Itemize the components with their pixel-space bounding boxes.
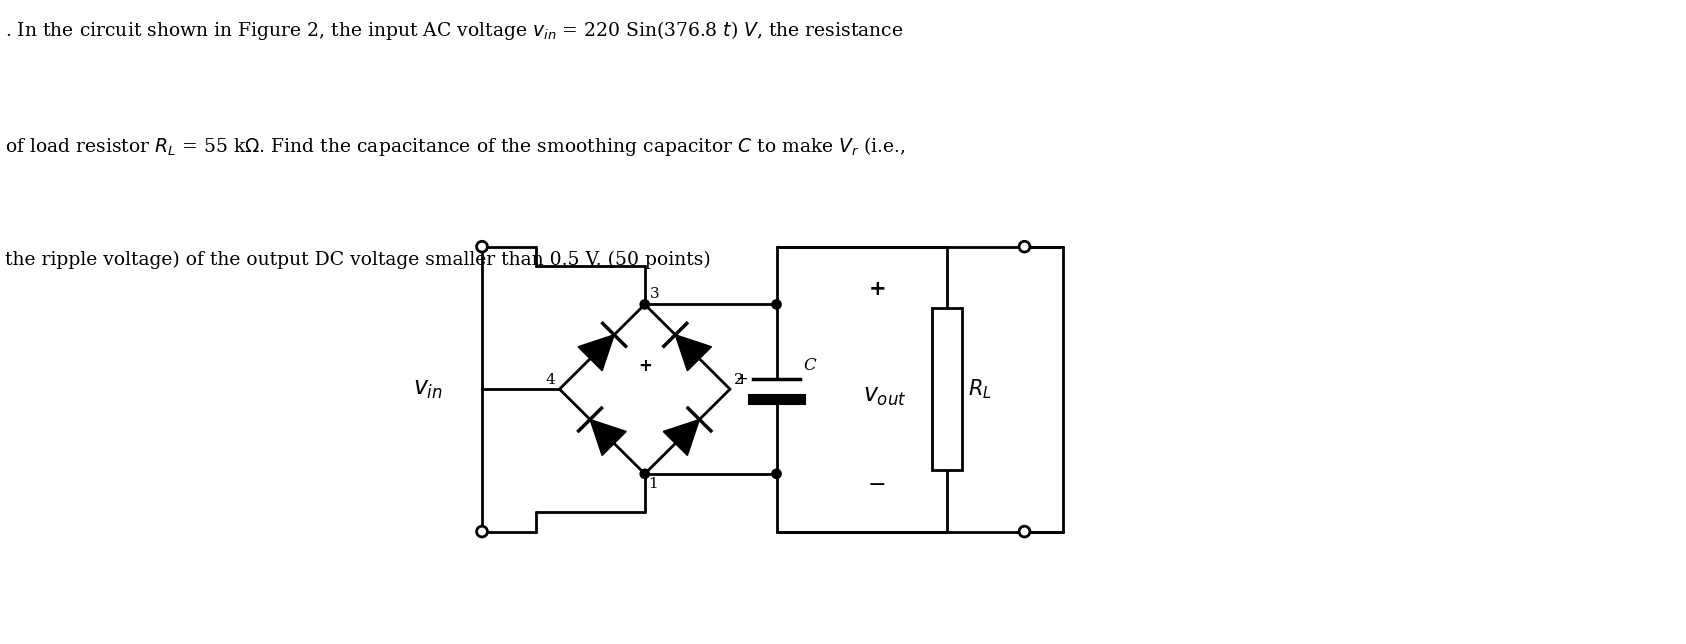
Text: −: − [868,475,887,495]
Text: of load resistor $R_L$ = 55 k$\Omega$. Find the capacitance of the smoothing cap: of load resistor $R_L$ = 55 k$\Omega$. F… [5,135,905,158]
Circle shape [477,526,487,537]
Text: $v_{in}$: $v_{in}$ [413,377,443,401]
Text: +: + [637,357,652,375]
Bar [932,308,961,470]
Text: +: + [735,372,749,386]
Text: the ripple voltage) of the output DC voltage smaller than 0.5 V. (50 points): the ripple voltage) of the output DC vol… [5,251,711,269]
Polygon shape [676,335,711,371]
Polygon shape [663,419,700,455]
Text: $R_L$: $R_L$ [968,377,991,401]
Circle shape [641,300,649,309]
Polygon shape [578,335,614,371]
Text: 3: 3 [649,287,659,301]
Circle shape [641,469,649,478]
Text: C: C [803,357,816,375]
Text: $v_{out}$: $v_{out}$ [863,385,907,408]
Polygon shape [590,419,626,455]
Text: +: + [868,279,887,299]
Text: 2: 2 [733,373,744,387]
Circle shape [1018,526,1030,537]
Text: . In the circuit shown in Figure 2, the input AC voltage $v_{in}$ = 220 Sin(376.: . In the circuit shown in Figure 2, the … [5,19,904,43]
Circle shape [772,469,781,478]
Circle shape [1018,242,1030,252]
Text: 4: 4 [546,373,556,387]
Circle shape [772,300,781,309]
Circle shape [477,242,487,252]
Text: 1: 1 [647,477,658,491]
